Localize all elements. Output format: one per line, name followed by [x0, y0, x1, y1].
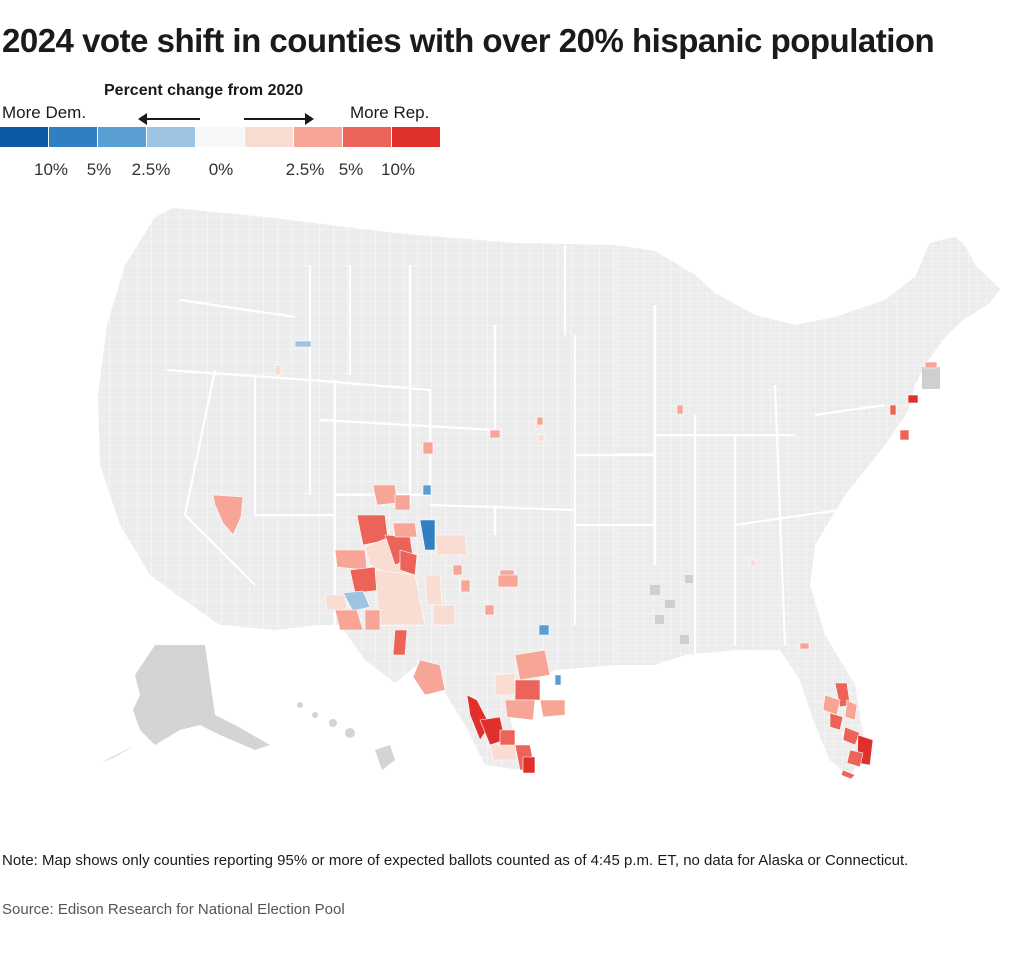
legend-swatch-rep-10 [392, 127, 440, 147]
legend-heading: Percent change from 2020 [104, 82, 304, 99]
county-rep-shift [460, 579, 471, 593]
county-rep-shift [484, 604, 495, 616]
county-rep-shift [924, 361, 938, 369]
legend-tick: 2.5% [285, 160, 325, 179]
map-source: Source: Edison Research for National Ele… [2, 901, 345, 918]
county-rep-shift [452, 564, 463, 576]
no-data-counties [650, 367, 940, 644]
county-rep-shift [434, 534, 468, 556]
county-rep-shift [432, 604, 456, 626]
county-rep-shift [537, 434, 545, 442]
county-rep-shift [489, 429, 501, 439]
county-rep-shift [840, 769, 856, 780]
county-rep-shift [212, 494, 244, 536]
legend-swatch-rep-0 [245, 127, 293, 147]
legend-tick: 5% [86, 160, 112, 179]
county-rep-shift [799, 642, 810, 650]
county-rep-shift [364, 609, 381, 631]
county-rep-shift [412, 659, 446, 696]
county-dem-shift [554, 674, 562, 686]
county-rep-shift [504, 699, 536, 721]
county-rep-shift [334, 549, 368, 571]
county-rep-shift [334, 609, 364, 631]
county-rep-shift [372, 484, 398, 506]
county-dem-shift [294, 340, 312, 348]
county-dem-shift [538, 624, 550, 636]
county-rep-shift [846, 749, 864, 768]
legend-tick: 5% [338, 160, 364, 179]
county-rep-shift [844, 699, 858, 721]
legend-label-more-rep: More Rep. [350, 103, 430, 122]
county-rep-shift [489, 744, 518, 761]
legend-swatch-dem-0 [147, 127, 195, 147]
county-rep-shift [424, 574, 443, 606]
legend-swatch-dem-5 [49, 127, 97, 147]
county-rep-shift [889, 404, 897, 416]
county-rep-shift [907, 394, 919, 404]
county-rep-shift [422, 441, 434, 455]
lower-48-outline [98, 208, 1000, 777]
legend-tick: 10% [380, 160, 416, 179]
legend-swatch-dem-10 [0, 127, 48, 147]
county-rep-shift [536, 416, 544, 426]
arrow-left-icon [138, 113, 200, 125]
county-rep-shift [494, 672, 516, 696]
county-rep-shift [749, 559, 757, 567]
county-dem-shift [419, 519, 436, 551]
alaska-shape [100, 745, 135, 763]
legend-label-more-dem: More Dem. [2, 103, 87, 122]
hawaii-shape [297, 702, 395, 770]
legend-swatch-zero [196, 127, 244, 147]
county-rep-shift [394, 494, 411, 511]
legend-color-scale [0, 127, 441, 147]
county-rep-shift [539, 699, 566, 718]
arrow-right-icon [244, 113, 314, 125]
legend-swatch-rep-2-5 [294, 127, 342, 147]
shifted-counties [212, 340, 938, 780]
us-county-map [98, 208, 1000, 780]
county-rep-shift [392, 629, 408, 656]
county-rep-shift [899, 429, 910, 441]
county-rep-shift [514, 679, 541, 701]
legend-tick: 0% [208, 160, 234, 179]
alaska-shape [133, 645, 270, 750]
county-rep-shift [829, 712, 844, 731]
chart-title: 2024 vote shift in counties with over 20… [2, 22, 935, 59]
county-dem-shift [342, 590, 371, 612]
county-rep-shift [676, 404, 684, 415]
county-rep-shift [842, 726, 861, 746]
county-rep-shift [374, 569, 426, 626]
county-rep-shift [392, 522, 418, 538]
county-rep-shift [522, 756, 536, 774]
county-rep-shift [497, 574, 519, 588]
legend-swatch-rep-5 [343, 127, 391, 147]
county-rep-shift [514, 649, 551, 681]
county-rep-shift [324, 594, 348, 611]
map-note: Note: Map shows only counties reporting … [2, 852, 909, 869]
county-dem-shift [422, 484, 432, 496]
county-rep-shift [274, 364, 282, 376]
state-borders [166, 245, 886, 665]
legend-swatch-dem-2-5 [98, 127, 146, 147]
legend-tick: 2.5% [131, 160, 171, 179]
legend-tick: 10% [33, 160, 69, 179]
